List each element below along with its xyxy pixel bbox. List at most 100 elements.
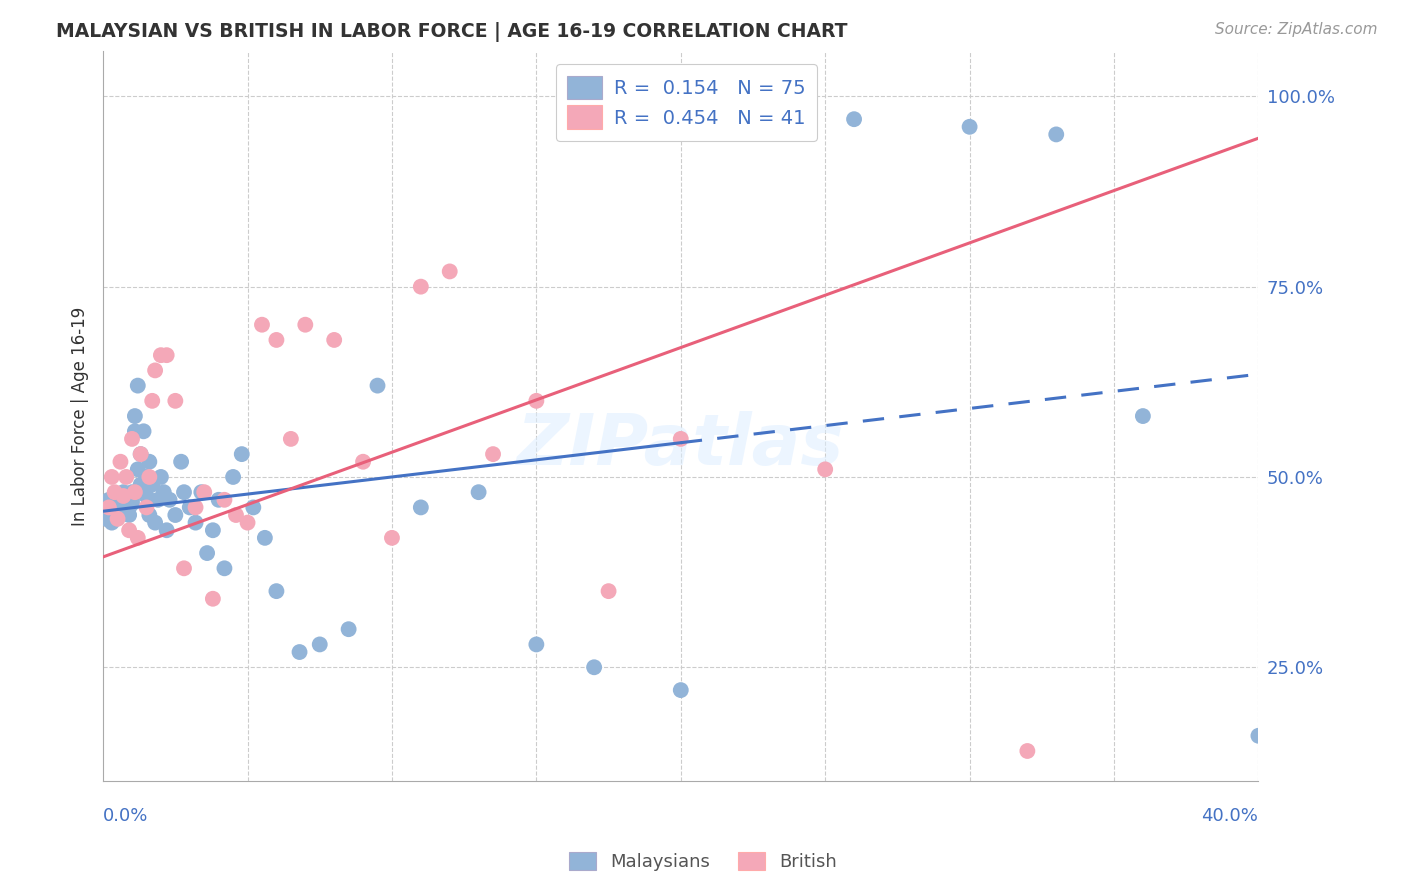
Point (112, 492, 135, 507)
Point (124, 425, 146, 439)
Point (156, 348, 179, 362)
Point (127, 531, 149, 545)
Point (173, 561, 195, 575)
Point (598, 584, 620, 599)
Point (159, 492, 181, 507)
Point (135, 489, 157, 503)
Point (107, 508, 129, 522)
Text: 40.0%: 40.0% (1202, 807, 1258, 825)
Point (669, 683, 692, 698)
Point (129, 447, 152, 461)
Point (104, 504, 127, 518)
Point (173, 485, 195, 500)
Point (1247, 729, 1270, 743)
Point (583, 660, 606, 674)
Point (959, 120, 981, 134)
Point (110, 491, 132, 506)
Point (842, 112, 865, 127)
Point (118, 500, 141, 515)
Point (337, 622, 360, 636)
Point (112, 485, 135, 500)
Point (110, 498, 132, 512)
Point (135, 500, 157, 515)
Point (115, 504, 138, 518)
Point (195, 546, 218, 560)
Point (127, 378, 149, 392)
Point (524, 637, 547, 651)
Point (104, 485, 127, 500)
Point (524, 393, 547, 408)
Point (107, 509, 129, 524)
Point (143, 516, 166, 530)
Point (165, 508, 187, 522)
Point (250, 318, 273, 332)
Point (236, 516, 259, 530)
Point (467, 485, 489, 500)
Point (409, 279, 432, 293)
Point (201, 523, 224, 537)
Point (439, 264, 461, 278)
Point (214, 492, 236, 507)
Point (253, 531, 276, 545)
Text: 0.0%: 0.0% (103, 807, 149, 825)
Point (165, 393, 187, 408)
Point (138, 508, 160, 522)
Point (138, 470, 160, 484)
Point (121, 485, 143, 500)
Point (170, 455, 193, 469)
Point (124, 409, 146, 423)
Point (482, 447, 505, 461)
Point (135, 470, 157, 484)
Point (107, 492, 129, 507)
Text: ZIPatlas: ZIPatlas (517, 411, 845, 480)
Point (115, 497, 138, 511)
Point (112, 500, 135, 515)
Point (127, 462, 149, 476)
Point (138, 455, 160, 469)
Point (115, 470, 138, 484)
Point (112, 489, 135, 503)
Point (115, 489, 138, 503)
Point (756, 120, 779, 134)
Point (156, 523, 179, 537)
Point (294, 318, 316, 332)
Point (208, 492, 231, 507)
Point (266, 333, 288, 347)
Point (129, 447, 152, 461)
Point (146, 492, 169, 507)
Point (101, 470, 124, 484)
Point (110, 507, 132, 521)
Point (409, 500, 432, 515)
Point (97, 500, 120, 515)
Point (132, 425, 155, 439)
Point (193, 485, 215, 500)
Point (124, 485, 146, 500)
Text: MALAYSIAN VS BRITISH IN LABOR FORCE | AGE 16-19 CORRELATION CHART: MALAYSIAN VS BRITISH IN LABOR FORCE | AG… (56, 22, 848, 42)
Point (323, 333, 346, 347)
Point (308, 637, 330, 651)
Point (214, 561, 236, 575)
Point (231, 447, 253, 461)
Point (110, 455, 132, 469)
Point (97, 500, 120, 515)
Point (225, 508, 247, 522)
Point (669, 432, 692, 446)
Point (184, 516, 207, 530)
Point (141, 477, 163, 491)
Point (814, 462, 837, 476)
Text: Source: ZipAtlas.com: Source: ZipAtlas.com (1215, 22, 1378, 37)
Point (179, 500, 201, 515)
Point (288, 645, 311, 659)
Point (107, 499, 129, 513)
Point (149, 348, 172, 362)
Point (94, 504, 117, 518)
Point (242, 500, 264, 515)
Point (101, 500, 124, 515)
Point (121, 432, 143, 446)
Legend: R =  0.154   N = 75, R =  0.454   N = 41: R = 0.154 N = 75, R = 0.454 N = 41 (555, 64, 817, 141)
Point (143, 363, 166, 377)
Point (118, 508, 141, 522)
Point (222, 470, 245, 484)
Point (280, 432, 302, 446)
Point (1017, 744, 1039, 758)
